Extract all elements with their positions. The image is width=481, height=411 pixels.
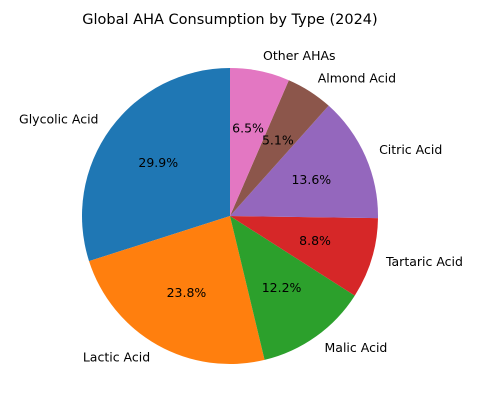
pie-slice-citric-acid bbox=[230, 105, 379, 219]
pie-slice-glycolic-acid bbox=[81, 68, 230, 262]
slice-category-label: Glycolic Acid bbox=[19, 112, 98, 127]
slice-percent-label: 5.1% bbox=[262, 133, 294, 148]
pie-slice-almond-acid bbox=[230, 80, 329, 216]
slice-percent-label: 23.8% bbox=[167, 285, 207, 300]
slice-category-label: Almond Acid bbox=[318, 70, 396, 85]
pie-slice-tartaric-acid bbox=[230, 216, 378, 296]
slice-category-label: Other AHAs bbox=[263, 48, 335, 63]
slice-category-label: Lactic Acid bbox=[83, 349, 150, 364]
slice-percent-label: 29.9% bbox=[138, 155, 178, 170]
slice-percent-label: 8.8% bbox=[299, 233, 331, 248]
slice-category-label: Malic Acid bbox=[325, 340, 388, 355]
pie-slice-lactic-acid bbox=[89, 216, 265, 364]
pie-slices bbox=[81, 68, 379, 364]
chart-title: Global AHA Consumption by Type (2024) bbox=[82, 12, 377, 28]
pie-labels: Glycolic Acid 29.9% Lactic Acid 23.8% Malic … bbox=[19, 48, 463, 364]
slice-category-label: Tartaric Acid bbox=[385, 254, 463, 269]
pie-slice-malic-acid bbox=[230, 216, 355, 360]
pie-slice-other-ahas bbox=[230, 68, 289, 216]
slice-percent-label: 12.2% bbox=[262, 280, 302, 295]
slice-category-label: Citric Acid bbox=[379, 142, 442, 157]
slice-percent-label: 6.5% bbox=[232, 121, 264, 136]
slice-percent-label: 13.6% bbox=[291, 172, 331, 187]
